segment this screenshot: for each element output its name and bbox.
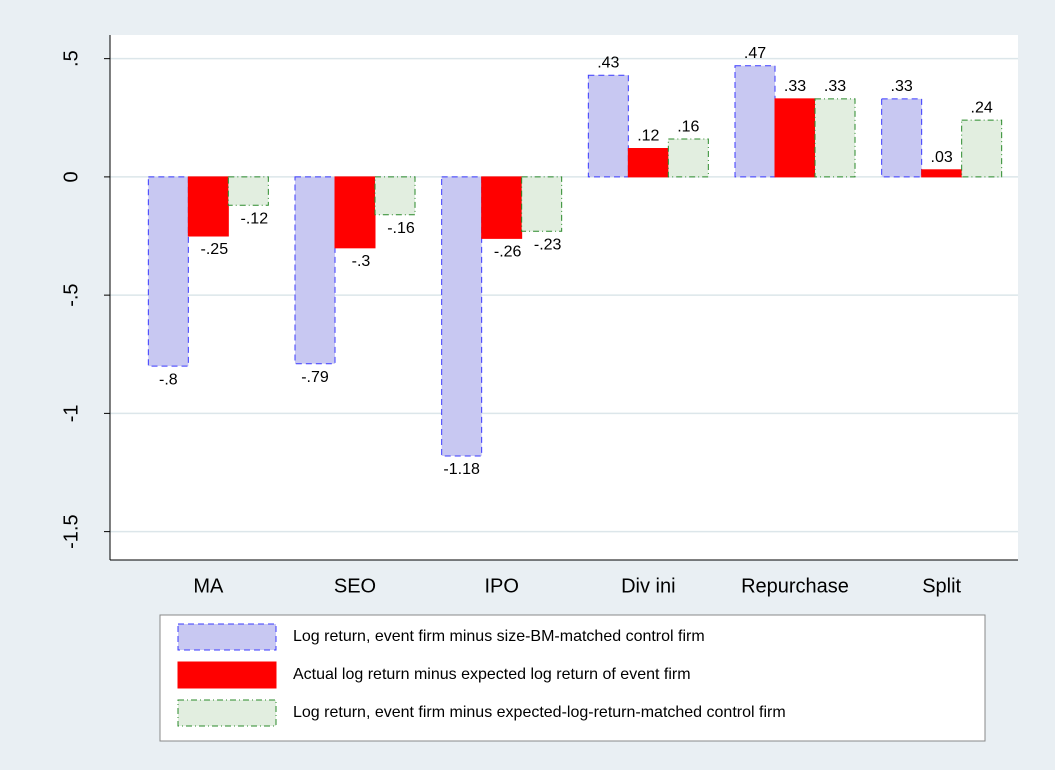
bar <box>734 65 776 178</box>
bar <box>334 176 376 249</box>
x-tick-label: Repurchase <box>741 575 849 597</box>
value-label: .47 <box>744 45 766 62</box>
bar <box>921 169 963 178</box>
value-label: -.8 <box>159 371 178 388</box>
bar <box>627 148 669 178</box>
legend-swatch <box>177 661 277 689</box>
value-label: .03 <box>931 149 953 166</box>
plot-area <box>110 35 1018 560</box>
bar <box>814 98 856 178</box>
value-label: -.26 <box>494 244 522 261</box>
value-label: -.79 <box>301 369 329 386</box>
value-label: -.16 <box>387 220 415 237</box>
y-tick-label: .5 <box>60 50 82 67</box>
value-label: .16 <box>677 118 699 135</box>
legend <box>159 614 986 742</box>
bar <box>227 176 269 206</box>
bar <box>187 176 229 237</box>
bar <box>881 98 923 178</box>
value-label: -.25 <box>201 241 229 258</box>
x-tick-label: IPO <box>484 575 518 597</box>
x-tick-label: MA <box>193 575 224 597</box>
value-label: .43 <box>597 54 619 71</box>
bar <box>774 98 816 178</box>
bar <box>961 119 1003 178</box>
bar <box>481 176 523 239</box>
bar <box>147 176 189 367</box>
value-label: .33 <box>891 78 913 95</box>
value-label: .33 <box>784 78 806 95</box>
x-tick-label: Split <box>922 575 961 597</box>
bar <box>294 176 336 365</box>
legend-swatch <box>177 623 277 651</box>
bar <box>441 176 483 457</box>
legend-swatch <box>177 699 277 727</box>
bar <box>587 74 629 178</box>
bar <box>521 176 563 232</box>
bar <box>667 138 709 178</box>
bar <box>374 176 416 216</box>
x-tick-label: Div ini <box>621 575 675 597</box>
y-tick-label: -1.5 <box>60 514 82 548</box>
y-tick-label: -.5 <box>60 283 82 306</box>
value-label: -.12 <box>241 210 269 227</box>
value-label: -1.18 <box>443 461 480 478</box>
value-label: .12 <box>637 128 659 145</box>
value-label: .33 <box>824 78 846 95</box>
value-label: -.23 <box>534 237 562 254</box>
y-tick-label: -1 <box>60 404 82 422</box>
legend-label: Actual log return minus expected log ret… <box>293 666 691 683</box>
legend-label: Log return, event firm minus size-BM-mat… <box>293 628 705 645</box>
legend-label: Log return, event firm minus expected-lo… <box>293 704 786 721</box>
y-tick-label: 0 <box>60 171 82 182</box>
x-tick-label: SEO <box>334 575 376 597</box>
value-label: -.3 <box>352 253 371 270</box>
value-label: .24 <box>971 99 993 116</box>
